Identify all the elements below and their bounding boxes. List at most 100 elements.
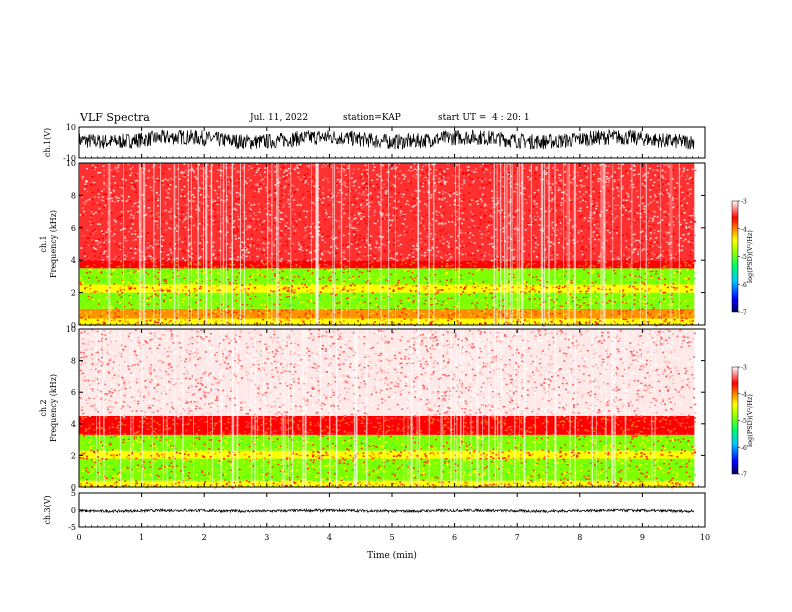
spec-cell xyxy=(162,278,165,281)
spec-cell xyxy=(683,212,686,214)
spec-cell xyxy=(383,265,385,267)
spec-cell xyxy=(436,319,439,321)
spec-cell xyxy=(229,180,232,183)
spec-cell xyxy=(246,315,249,318)
spec-cell xyxy=(643,304,646,306)
spec-cell xyxy=(362,215,365,218)
spec-cell xyxy=(183,298,186,300)
spec-cell xyxy=(405,203,408,205)
spec-cell xyxy=(217,197,220,199)
spec-cell xyxy=(569,264,572,267)
spec-cell xyxy=(245,255,248,258)
spec-cell xyxy=(563,164,566,166)
spec-cell xyxy=(628,275,631,278)
spec-cell xyxy=(144,271,147,274)
spec-cell xyxy=(151,265,154,267)
spec-cell xyxy=(235,238,237,240)
spec-cell xyxy=(279,260,282,262)
spec-cell xyxy=(90,224,92,226)
spec-cell xyxy=(431,246,434,249)
spec-cell xyxy=(248,284,251,286)
spec-cell xyxy=(381,286,384,289)
spec-cell xyxy=(633,186,636,188)
spec-cell xyxy=(126,322,129,324)
spec-cell xyxy=(689,312,692,315)
spec-cell xyxy=(436,232,439,235)
spec-cell xyxy=(254,183,257,186)
spec-cell xyxy=(184,217,187,220)
spec-cell xyxy=(178,292,180,295)
spec-cell xyxy=(557,299,560,302)
spec-cell xyxy=(512,291,515,293)
spec-cell xyxy=(250,281,252,283)
spec-cell xyxy=(233,220,236,222)
spec-cell xyxy=(435,169,438,171)
spec-cell xyxy=(195,208,198,211)
spec-cell xyxy=(435,289,438,292)
spec-cell xyxy=(466,172,468,175)
spec-cell xyxy=(90,215,93,217)
spec-cell xyxy=(667,304,670,306)
spec-cell xyxy=(499,300,501,303)
spec-cell xyxy=(203,300,206,303)
spec-cell xyxy=(592,270,595,272)
spec-cell xyxy=(297,176,300,178)
spec-cell xyxy=(127,163,130,166)
spec-cell xyxy=(452,296,455,298)
spec-cell xyxy=(314,250,317,252)
spec-cell xyxy=(585,170,588,173)
spec-cell xyxy=(347,245,350,248)
spec-cell xyxy=(86,190,89,193)
spec-cell xyxy=(538,224,541,226)
spec-cell xyxy=(552,319,555,321)
spec-cell xyxy=(82,234,85,237)
spec-cell xyxy=(162,239,165,241)
spec-cell xyxy=(648,167,651,170)
spec-cell xyxy=(552,229,555,232)
spec-cell xyxy=(445,233,448,235)
spec-cell xyxy=(369,247,372,250)
spec-cell xyxy=(130,280,133,282)
spec-cell xyxy=(508,242,511,244)
spec-cell xyxy=(229,167,232,169)
spec-cell xyxy=(490,313,493,316)
spec-cell xyxy=(200,209,203,211)
spec-cell xyxy=(263,296,266,299)
spec-cell xyxy=(400,253,403,256)
spec-cell xyxy=(622,291,624,293)
spec-cell xyxy=(279,319,282,322)
spec-cell xyxy=(257,264,260,266)
spec-cell xyxy=(535,203,538,205)
spec-cell xyxy=(593,164,596,167)
spec-cell xyxy=(479,223,482,225)
spec-cell xyxy=(462,174,465,176)
spec-cell xyxy=(304,314,307,316)
spec-cell xyxy=(688,217,691,219)
spec-cell xyxy=(245,292,248,294)
spec-cell xyxy=(663,215,666,218)
spec-cell xyxy=(103,174,106,177)
spec-cell xyxy=(578,281,581,283)
spec-cell xyxy=(511,249,513,251)
spec-cell xyxy=(392,175,395,177)
spec-cell xyxy=(569,232,572,234)
spec-cell xyxy=(368,205,371,208)
spec-cell xyxy=(328,265,331,268)
spec-cell xyxy=(265,257,267,259)
spec-cell xyxy=(680,175,683,177)
spec-cell xyxy=(178,178,181,180)
spec-cell xyxy=(117,309,120,312)
spec-cell xyxy=(473,233,476,236)
spec-cell xyxy=(459,260,462,262)
spec-cell xyxy=(439,168,442,171)
spec-cell xyxy=(453,200,456,202)
spec-cell xyxy=(167,270,169,272)
spec-cell xyxy=(401,196,404,198)
spec-cell xyxy=(640,276,642,279)
spec-cell xyxy=(445,273,448,275)
spec-cell xyxy=(257,310,260,313)
spec-cell xyxy=(265,186,268,189)
spec-cell xyxy=(249,215,252,217)
spec-cell xyxy=(114,255,117,258)
spec-cell xyxy=(253,168,256,170)
